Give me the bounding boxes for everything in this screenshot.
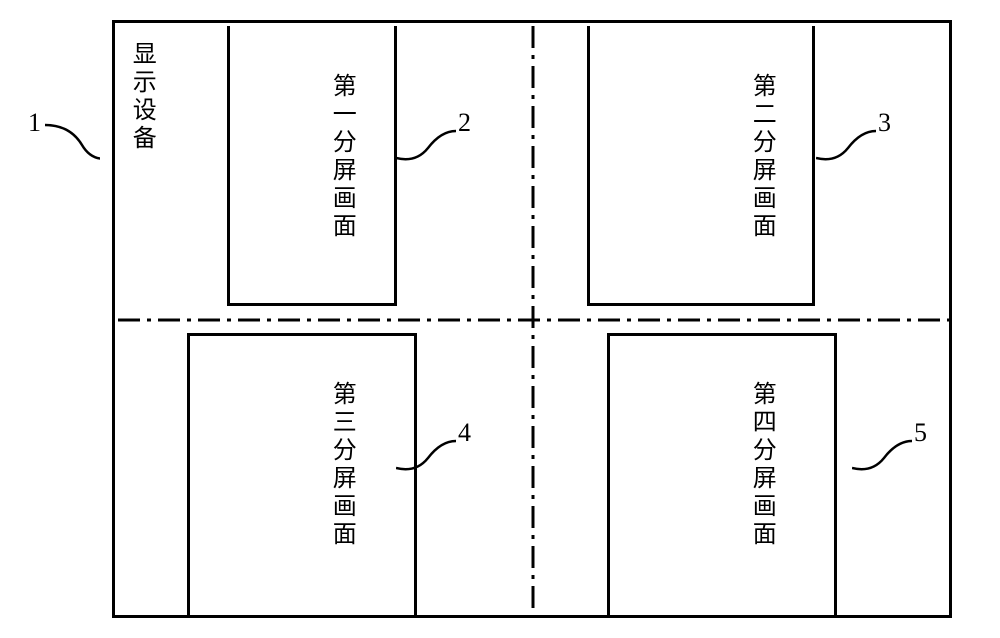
upper-rect-2: [587, 26, 815, 306]
callout-number-2: 2: [458, 108, 471, 138]
lower-rect-1: [187, 333, 417, 615]
callout-curve-5: [852, 438, 912, 498]
display-device-frame: 显示设备 第一分屏画面 第二分屏画面 第三分屏画面 第四分屏画面: [112, 20, 952, 618]
quadrant-2-label: 第二分屏画面: [745, 73, 776, 241]
callout-curve-1: [40, 120, 100, 180]
quadrant-4-label: 第四分屏画面: [745, 381, 776, 549]
device-label: 显示设备: [125, 41, 156, 153]
callout-curve-3: [816, 128, 876, 188]
callout-curve-4: [396, 438, 456, 498]
upper-rect-1: [227, 26, 397, 306]
quadrant-3-label: 第三分屏画面: [325, 381, 356, 549]
lower-rect-2: [607, 333, 837, 615]
callout-curve-2: [396, 128, 456, 188]
callout-number-3: 3: [878, 108, 891, 138]
split-screen-diagram: 1 显示设备 第一分屏画面 第二分屏画面 第三分屏画面 第四分屏画面 2: [20, 20, 980, 618]
quadrant-1-label: 第一分屏画面: [325, 73, 356, 241]
callout-number-5: 5: [914, 418, 927, 448]
callout-number-4: 4: [458, 418, 471, 448]
